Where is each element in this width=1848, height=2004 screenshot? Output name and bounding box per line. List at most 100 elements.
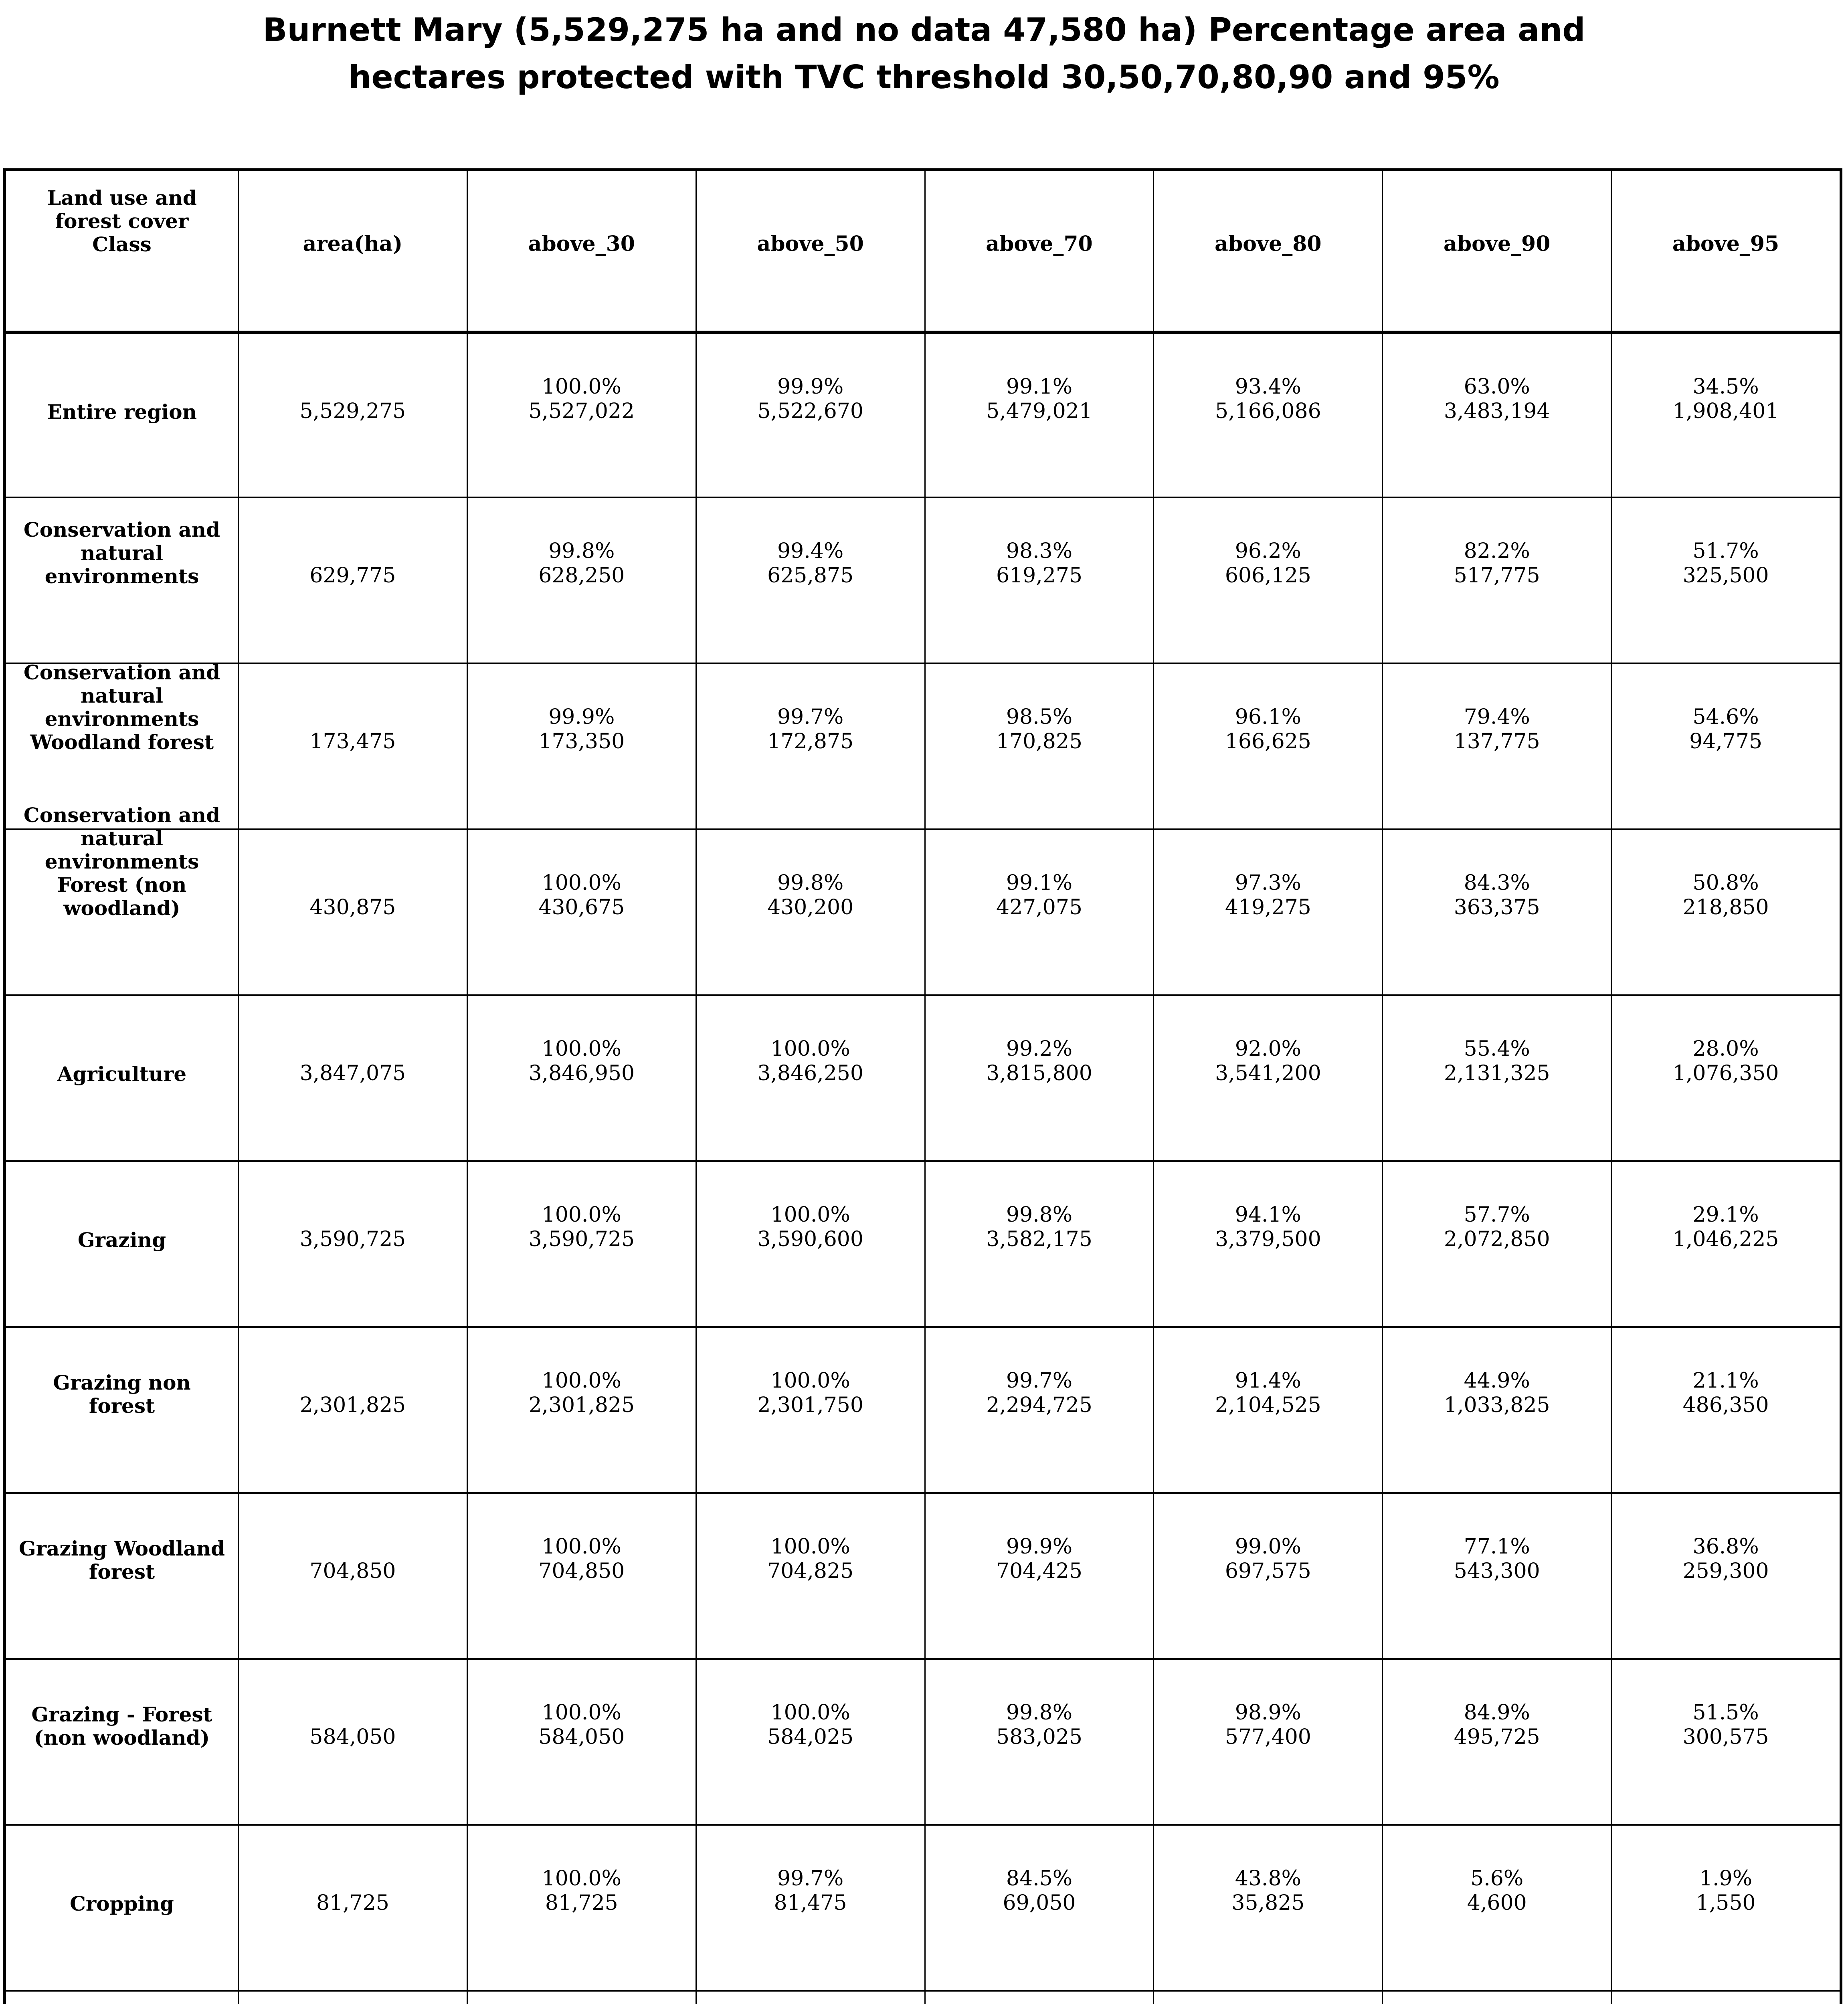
row-value-cell: 51.7% 325,500 [1611,498,1840,663]
row-area-cell: 704,850 [238,1494,467,1658]
table-row: Grazing non forest 2,301,825 100.0% 2,30… [6,1326,1840,1492]
row-class-cell: Conservation and natural environments Fo… [23,803,220,920]
row-value-cell: 16.1% 27,225 [1611,1992,1840,2004]
row-value-cell: 99.4% 625,875 [695,498,924,663]
row-class-cell: Irrigation [6,1992,238,2004]
row-value-cell: 50.8% 218,850 [1611,830,1840,994]
row-class-cell: Agriculture [57,1062,187,1086]
row-value-cell: 100.0% 2,301,750 [695,1328,924,1492]
row-value-cell: 5.6% 4,600 [1382,1826,1611,1990]
row-value-cell: 98.3% 619,275 [924,498,1153,663]
row-value-cell: 82.2% 517,775 [1382,498,1611,663]
header-cell-above30: above_30 [466,171,696,331]
row-value-cell: 30.4% 51,350 [1382,1992,1611,2004]
table-row: Grazing 3,590,725 100.0% 3,590,725 100.0… [6,1160,1840,1326]
row-value-cell: 100.0% 584,025 [695,1660,924,1824]
row-value-cell: 43.8% 35,825 [1153,1826,1382,1990]
header-cell-above90: above_90 [1382,171,1611,331]
row-class-cell: Grazing Woodland forest [19,1537,225,1584]
table-row: Conservation and natural environments Fo… [6,803,1840,994]
row-value-cell: 100.0% 3,590,725 [466,1162,696,1326]
row-value-cell: 99.7% 2,294,725 [924,1328,1153,1492]
page-title-line2: hectares protected with TVC threshold 30… [348,59,1500,96]
row-value-cell: 99.8% 583,025 [924,1660,1153,1824]
row-class-cell: Conservation and natural environments Wo… [23,661,220,754]
table-row: Grazing Woodland forest 704,850 100.0% 7… [6,1492,1840,1658]
row-value-cell: 94.3% 159,450 [924,1992,1153,2004]
row-value-cell: 100.0% 3,590,600 [695,1162,924,1326]
row-value-cell: 29.1% 1,046,225 [1611,1162,1840,1326]
row-area-cell: 3,847,075 [238,996,467,1160]
row-value-cell: 84.5% 69,050 [924,1826,1153,1990]
row-value-cell: 55.4% 2,131,325 [1382,996,1611,1160]
row-class-cell: Grazing - Forest (non woodland) [31,1703,212,1749]
row-value-cell: 84.3% 363,375 [1382,830,1611,994]
row-area-cell: 5,529,275 [238,334,467,497]
row-value-cell: 99.1% 427,075 [924,830,1153,994]
row-value-cell: 98.5% 170,825 [924,664,1153,828]
row-area-cell: 169,050 [238,1992,467,2004]
row-value-cell: 77.1% 543,300 [1382,1494,1611,1658]
row-value-cell: 92.0% 3,541,200 [1153,996,1382,1160]
row-value-cell: 99.8% 628,250 [466,498,696,663]
row-class-cell: Entire region [47,400,197,424]
table-header-row: Land use and forest cover Class area(ha)… [6,171,1840,334]
row-value-cell: 57.7% 2,072,850 [1382,1162,1611,1326]
row-value-cell: 100.0% 5,527,022 [466,334,696,497]
page-title-line1: Burnett Mary (5,529,275 ha and no data 4… [263,11,1585,48]
row-value-cell: 44.9% 1,033,825 [1382,1328,1611,1492]
row-area-cell: 2,301,825 [238,1328,467,1492]
header-cell-area: area(ha) [238,171,467,331]
table-row: Conservation and natural environments Wo… [6,661,1840,828]
row-value-cell: 100.0% 3,846,950 [466,996,696,1160]
header-cell-above70: above_70 [924,171,1153,331]
row-value-cell: 1.9% 1,550 [1611,1826,1840,1990]
row-value-cell: 99.2% 3,815,800 [924,996,1153,1160]
row-area-cell: 173,475 [238,664,467,828]
row-class-cell: Conservation and natural environments [23,518,220,588]
row-class-cell: Grazing [77,1228,166,1252]
data-table: Land use and forest cover Class area(ha)… [3,168,1842,2004]
header-cell-above95: above_95 [1611,171,1840,331]
row-value-cell: 100.0% 3,846,250 [695,996,924,1160]
row-value-cell: 98.9% 577,400 [1153,1660,1382,1824]
row-value-cell: 91.4% 2,104,525 [1153,1328,1382,1492]
row-class-cell: Cropping [70,1892,174,1915]
row-value-cell: 96.1% 166,625 [1153,664,1382,828]
row-value-cell: 79.4% 137,775 [1382,664,1611,828]
row-value-cell: 54.6% 94,775 [1611,664,1840,828]
row-value-cell: 99.9% 5,522,670 [695,334,924,497]
row-value-cell: 99.7% 172,875 [695,664,924,828]
row-value-cell: 97.3% 419,275 [1153,830,1382,994]
row-value-cell: 99.8% 430,200 [695,830,924,994]
row-value-cell: 99.8% 3,582,175 [924,1162,1153,1326]
row-value-cell: 71.9% 121,575 [1153,1992,1382,2004]
row-value-cell: 96.2% 606,125 [1153,498,1382,663]
row-value-cell: 93.4% 5,166,086 [1153,334,1382,497]
row-value-cell: 100.0% 430,675 [466,830,696,994]
row-value-cell: 100.0% 704,850 [466,1494,696,1658]
table-row: Conservation and natural environments 62… [6,497,1840,663]
table-row: Grazing - Forest (non woodland) 584,050 … [6,1658,1840,1824]
table-row: Agriculture 3,847,075 100.0% 3,846,950 1… [6,994,1840,1160]
header-cell-above50: above_50 [695,171,924,331]
row-value-cell: 28.0% 1,076,350 [1611,996,1840,1160]
row-value-cell: 100.0% 81,725 [466,1826,696,1990]
row-value-cell: 51.5% 300,575 [1611,1660,1840,1824]
row-value-cell: 34.5% 1,908,401 [1611,334,1840,497]
page-title: Burnett Mary (5,529,275 ha and no data 4… [0,6,1848,101]
row-area-cell: 3,590,725 [238,1162,467,1326]
row-value-cell: 21.1% 486,350 [1611,1328,1840,1492]
header-cell-above80: above_80 [1153,171,1382,331]
row-value-cell: 84.9% 495,725 [1382,1660,1611,1824]
row-area-cell: 430,875 [238,830,467,994]
table-row: Irrigation 169,050 99.9% 168,925 99.7% 1… [6,1990,1840,2004]
row-value-cell: 99.9% 704,425 [924,1494,1153,1658]
row-value-cell: 99.7% 81,475 [695,1826,924,1990]
row-value-cell: 36.8% 259,300 [1611,1494,1840,1658]
row-class-cell: Grazing non forest [53,1371,191,1418]
row-value-cell: 100.0% 584,050 [466,1660,696,1824]
row-value-cell: 99.7% 168,625 [695,1992,924,2004]
table-row: Entire region 5,529,275 100.0% 5,527,022… [6,334,1840,497]
